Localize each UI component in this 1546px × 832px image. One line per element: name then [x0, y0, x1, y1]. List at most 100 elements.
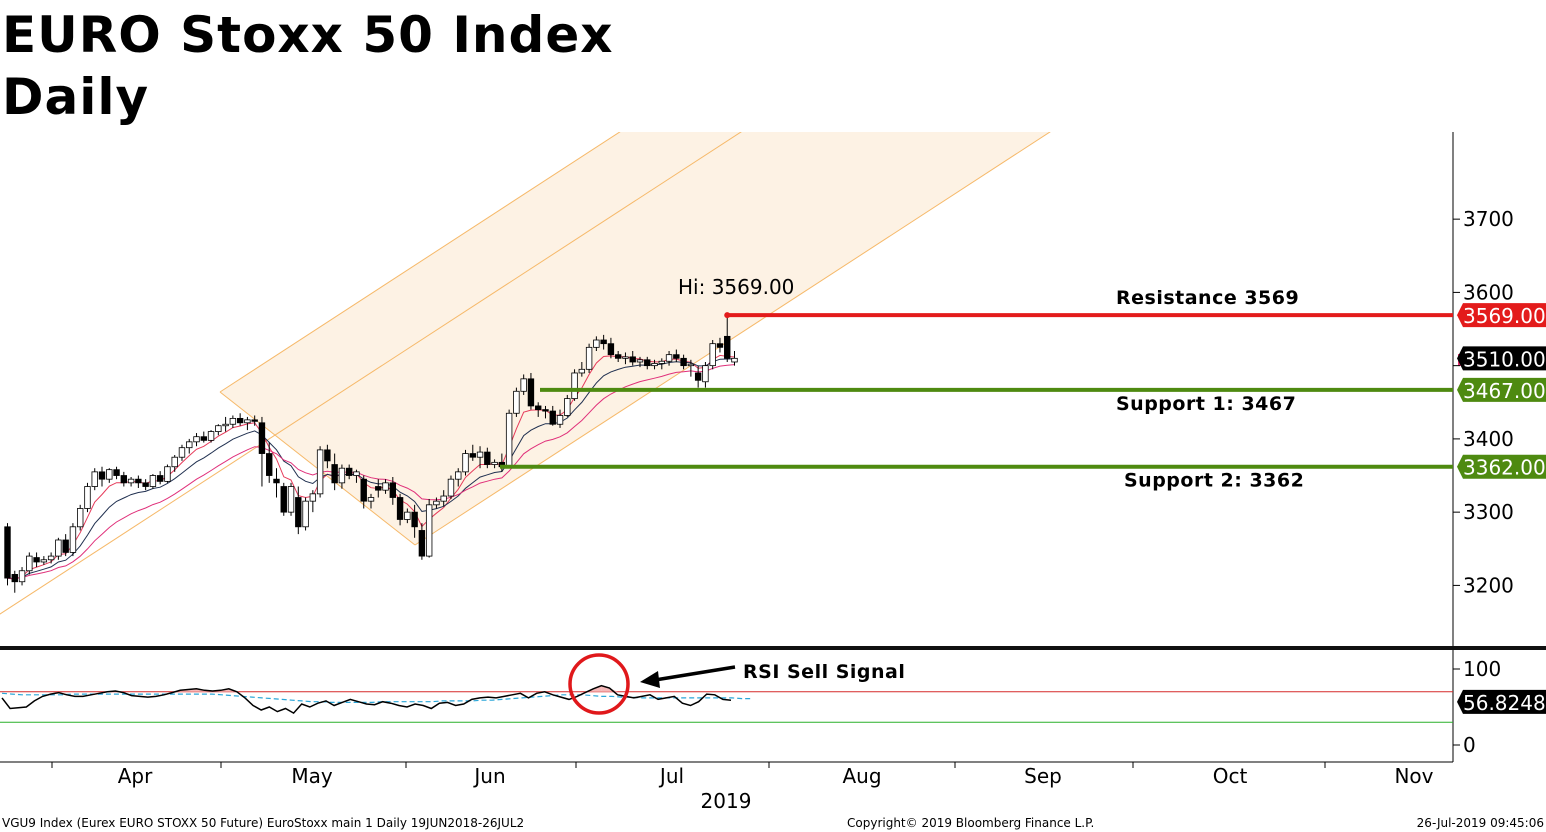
candle	[149, 474, 157, 489]
candle-body	[18, 570, 26, 583]
candle	[375, 479, 382, 498]
price-tick-label: 3600	[1463, 280, 1514, 304]
rsi-panel: RSI Sell Signal 56.8248	[0, 653, 1546, 723]
candle	[462, 449, 469, 476]
candle-body	[4, 526, 11, 579]
candle-body	[302, 500, 309, 528]
candle	[353, 469, 360, 483]
candle	[564, 394, 571, 417]
candle-body	[491, 461, 498, 465]
month-label: Sep	[1024, 764, 1062, 788]
candle-body	[360, 478, 367, 502]
candle-body	[69, 526, 77, 553]
rsi-overbought-fill	[601, 685, 610, 692]
candle-body	[404, 511, 411, 520]
rsi-line	[1, 684, 732, 715]
candle-body	[55, 539, 62, 557]
candle-body	[680, 357, 687, 367]
candle	[433, 497, 440, 509]
year-label: 2019	[701, 789, 752, 813]
candle	[600, 334, 607, 350]
candle	[266, 442, 273, 483]
candle	[702, 361, 709, 388]
candle-body	[556, 415, 564, 425]
candle-body	[295, 497, 302, 528]
sell-signal-circle	[568, 653, 630, 715]
footer-copyright: Copyright© 2019 Bloomberg Finance L.P.	[847, 816, 1095, 830]
candle	[26, 552, 33, 575]
candle-body	[549, 410, 556, 425]
candle	[447, 475, 455, 499]
candle	[542, 405, 549, 419]
candle-body	[469, 453, 476, 458]
candle-body	[113, 469, 120, 476]
candle	[345, 464, 353, 480]
rsi-last-label: 56.8248	[1463, 691, 1546, 715]
candle	[404, 508, 411, 524]
candle	[658, 358, 665, 370]
candle	[491, 459, 498, 469]
candle	[186, 438, 193, 454]
channel-upper-line	[219, 132, 621, 393]
candle	[106, 468, 113, 483]
candle-body	[324, 449, 331, 462]
candle	[127, 476, 135, 487]
candle-body	[244, 419, 251, 424]
candle-body	[229, 417, 237, 425]
candle	[309, 490, 317, 513]
candle	[556, 409, 564, 428]
candle	[273, 468, 280, 498]
level-label: Support 2: 3362	[1124, 470, 1304, 492]
candle	[644, 356, 651, 370]
candle-body	[33, 557, 40, 563]
candle	[222, 416, 229, 432]
candle-body	[222, 423, 229, 427]
high-point	[724, 312, 731, 319]
candle	[287, 482, 295, 516]
candle	[200, 431, 207, 443]
candle	[709, 340, 716, 370]
candle-body	[382, 482, 389, 491]
candle-body	[622, 356, 629, 359]
candle-body	[505, 412, 513, 468]
candle-body	[455, 471, 462, 480]
candle-body	[156, 475, 164, 482]
candle-body	[98, 471, 106, 480]
candle	[142, 479, 149, 491]
candle-body	[527, 378, 535, 407]
candle-body	[207, 431, 215, 441]
candle	[251, 415, 258, 426]
month-label: Apr	[118, 764, 153, 788]
candle-body	[106, 469, 113, 480]
candle-body	[571, 372, 578, 400]
candle-body	[26, 555, 33, 572]
candle	[651, 359, 658, 370]
candle-body	[309, 493, 317, 502]
candle-body	[418, 530, 426, 557]
candle-body	[578, 368, 586, 374]
candle	[91, 468, 98, 491]
candle	[694, 365, 702, 388]
support-price-tag	[1457, 454, 1546, 479]
candlestick-series	[4, 315, 738, 593]
candle	[280, 482, 287, 516]
trend-channel	[0, 132, 1051, 615]
candle-body	[629, 356, 636, 363]
candle-body	[389, 482, 397, 498]
candle-body	[120, 475, 128, 484]
candle-body	[396, 497, 404, 520]
candle	[77, 504, 84, 531]
candle-body	[447, 478, 455, 497]
candle-body	[171, 456, 178, 468]
candle	[244, 416, 251, 431]
candle	[164, 464, 171, 483]
candle-body	[215, 425, 222, 432]
candle	[389, 476, 397, 505]
candle-body	[411, 511, 418, 528]
candle	[84, 482, 91, 513]
candle-body	[186, 441, 193, 449]
candle-body	[266, 453, 273, 476]
candle	[11, 570, 18, 593]
candle-body	[84, 486, 91, 509]
